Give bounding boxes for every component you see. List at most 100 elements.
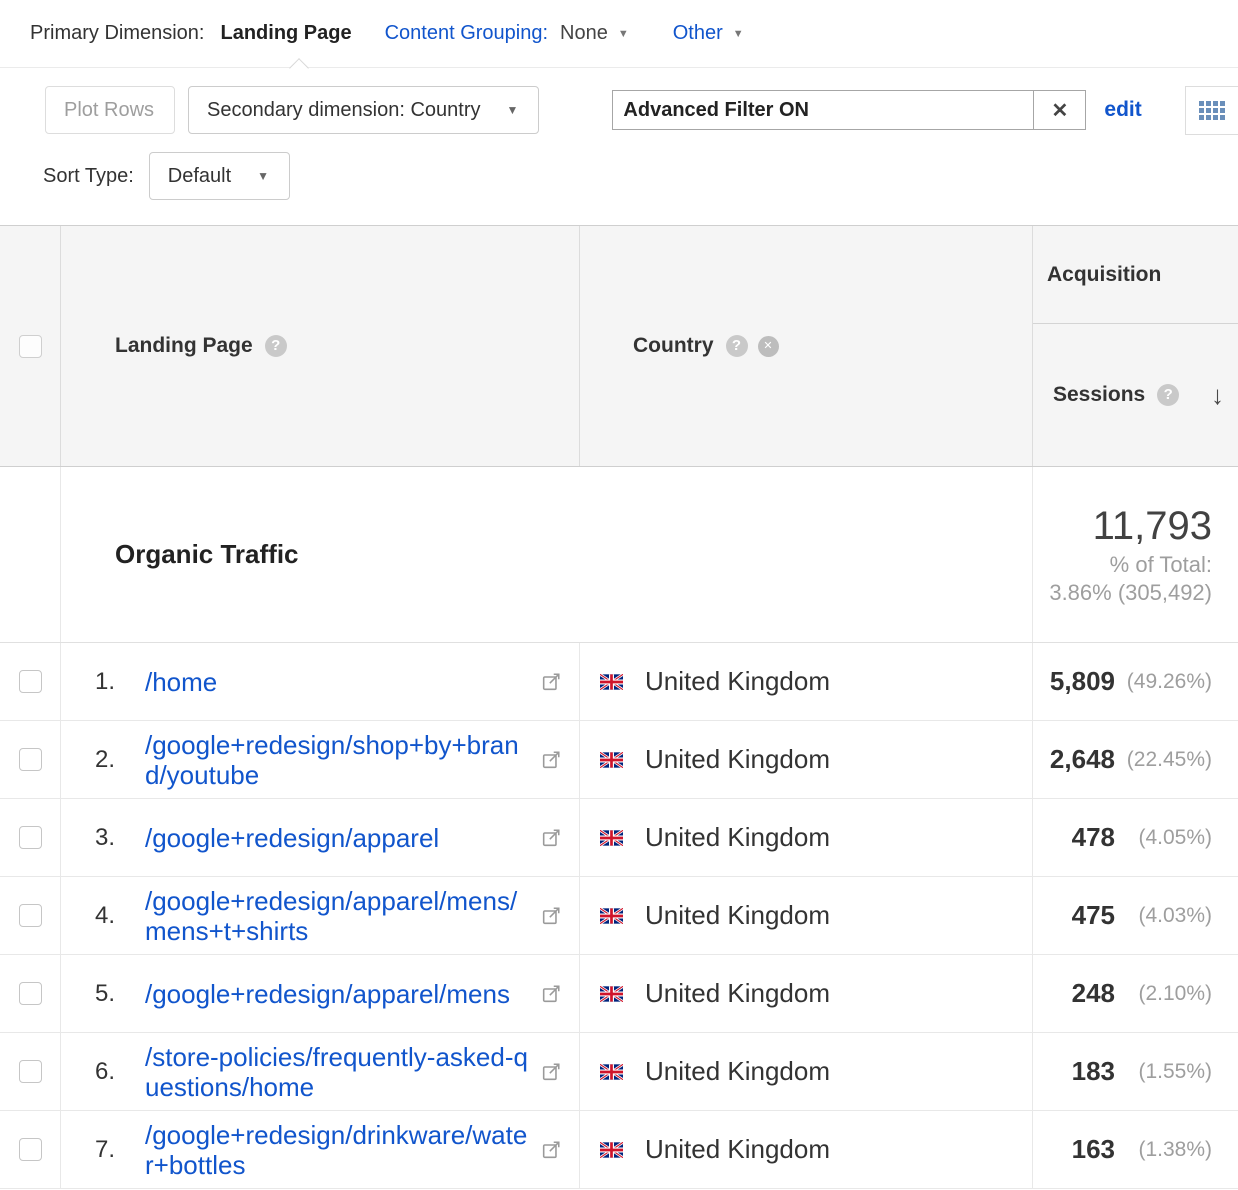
- sessions-cell: 248 (2.10%): [1033, 955, 1238, 1032]
- table-grid-icon: [1199, 101, 1225, 121]
- sessions-cell: 163 (1.38%): [1033, 1111, 1238, 1188]
- country-cell: United Kingdom: [580, 643, 1033, 720]
- row-index: 2.: [95, 746, 145, 774]
- landing-page-link[interactable]: /google+redesign/shop+by+brand/youtube: [145, 730, 542, 790]
- row-index: 4.: [95, 902, 145, 930]
- uk-flag-icon: [600, 986, 623, 1002]
- help-icon[interactable]: ?: [726, 335, 748, 357]
- landing-page-link[interactable]: /home: [145, 667, 542, 697]
- totals-row: Organic Traffic 11,793 % of Total: 3.86%…: [0, 467, 1238, 643]
- tab-other[interactable]: Other ▼: [673, 22, 744, 45]
- row-checkbox[interactable]: [19, 748, 42, 771]
- secondary-dimension-dropdown[interactable]: Secondary dimension: Country ▼: [188, 86, 539, 134]
- content-grouping-link[interactable]: Content Grouping:: [385, 22, 548, 45]
- sort-type-label: Sort Type:: [43, 165, 134, 188]
- advanced-filter-label: Advanced Filter ON: [613, 91, 1033, 129]
- sort-controls-row: Sort Type: Default ▼: [43, 152, 1238, 200]
- country-cell: United Kingdom: [580, 721, 1033, 798]
- tab-content-grouping[interactable]: Content Grouping: None ▼: [385, 22, 629, 45]
- open-in-new-icon[interactable]: [542, 672, 561, 691]
- row-checkbox-cell: [0, 799, 61, 876]
- landing-page-link[interactable]: /google+redesign/drinkware/water+bottles: [145, 1120, 542, 1180]
- help-icon[interactable]: ?: [265, 335, 287, 357]
- row-checkbox-cell: [0, 877, 61, 954]
- sessions-value: 478: [1072, 822, 1115, 853]
- uk-flag-icon: [600, 1142, 623, 1158]
- sessions-value: 248: [1072, 978, 1115, 1009]
- totals-checkbox-cell: [0, 467, 61, 642]
- open-in-new-icon[interactable]: [542, 906, 561, 925]
- other-dimension-link[interactable]: Other: [673, 22, 723, 45]
- landing-page-cell: 5. /google+redesign/apparel/mens: [61, 955, 580, 1032]
- open-in-new-icon[interactable]: [542, 750, 561, 769]
- percent-of-total-value: 3.86% (305,492): [1049, 580, 1212, 606]
- sessions-percent: (1.38%): [1115, 1138, 1212, 1162]
- table-row: 1. /home United Kingdom: [0, 643, 1238, 721]
- sessions-percent: (4.03%): [1115, 904, 1212, 928]
- row-checkbox-cell: [0, 1033, 61, 1110]
- sessions-label[interactable]: Sessions: [1053, 383, 1145, 407]
- landing-page-link[interactable]: /google+redesign/apparel/mens: [145, 979, 542, 1009]
- header-checkbox-cell: [0, 226, 61, 466]
- sort-type-dropdown[interactable]: Default ▼: [149, 152, 290, 200]
- row-checkbox[interactable]: [19, 1060, 42, 1083]
- table-view-toggle-button[interactable]: [1185, 86, 1238, 135]
- sessions-cell: 2,648 (22.45%): [1033, 721, 1238, 798]
- row-checkbox[interactable]: [19, 1138, 42, 1161]
- sessions-value: 2,648: [1050, 744, 1115, 775]
- tab-landing-page[interactable]: Landing Page: [220, 22, 351, 45]
- landing-page-cell: 3. /google+redesign/apparel: [61, 799, 580, 876]
- acquisition-group-header: Acquisition: [1033, 226, 1238, 324]
- advanced-filter-edit-link[interactable]: edit: [1104, 98, 1141, 122]
- chevron-down-icon: ▼: [618, 28, 629, 40]
- row-checkbox[interactable]: [19, 982, 42, 1005]
- select-all-checkbox[interactable]: [19, 335, 42, 358]
- landing-page-cell: 1. /home: [61, 643, 580, 720]
- landing-page-link[interactable]: /google+redesign/apparel/mens/mens+t+shi…: [145, 886, 542, 946]
- sessions-column-header: Sessions ? ↓: [1033, 324, 1238, 466]
- country-label: United Kingdom: [645, 744, 830, 775]
- row-checkbox[interactable]: [19, 670, 42, 693]
- open-in-new-icon[interactable]: [542, 1062, 561, 1081]
- table-header: Landing Page ? Country ? ✕ Acquisition S…: [0, 225, 1238, 467]
- sessions-percent: (4.05%): [1115, 826, 1212, 850]
- sessions-cell: 475 (4.03%): [1033, 877, 1238, 954]
- table-row: 4. /google+redesign/apparel/mens/mens+t+…: [0, 877, 1238, 955]
- header-country-cell: Country ? ✕: [580, 226, 1033, 466]
- secondary-dimension-label: Secondary dimension: Country: [207, 99, 480, 122]
- report-controls: Plot Rows Secondary dimension: Country ▼…: [0, 86, 1238, 225]
- advanced-filter-remove-button[interactable]: ✕: [1033, 91, 1085, 129]
- landing-page-link[interactable]: /google+redesign/apparel: [145, 823, 542, 853]
- plot-rows-button[interactable]: Plot Rows: [45, 86, 175, 134]
- sort-type-value: Default: [168, 165, 231, 188]
- uk-flag-icon: [600, 752, 623, 768]
- landing-page-link[interactable]: /store-policies/frequently-asked-questio…: [145, 1042, 542, 1102]
- content-grouping-value[interactable]: None: [560, 22, 608, 45]
- country-cell: United Kingdom: [580, 1033, 1033, 1110]
- sessions-percent: (2.10%): [1115, 982, 1212, 1006]
- remove-secondary-dimension-icon[interactable]: ✕: [758, 336, 779, 357]
- filter-controls-row: Plot Rows Secondary dimension: Country ▼…: [45, 86, 1238, 134]
- open-in-new-icon[interactable]: [542, 984, 561, 1003]
- sessions-percent: (1.55%): [1115, 1060, 1212, 1084]
- sessions-total-value: 11,793: [1093, 504, 1212, 548]
- country-label: United Kingdom: [645, 666, 830, 697]
- landing-page-cell: 6. /store-policies/frequently-asked-ques…: [61, 1033, 580, 1110]
- country-cell: United Kingdom: [580, 799, 1033, 876]
- row-checkbox-cell: [0, 955, 61, 1032]
- open-in-new-icon[interactable]: [542, 1140, 561, 1159]
- table-row: 2. /google+redesign/shop+by+brand/youtub…: [0, 721, 1238, 799]
- uk-flag-icon: [600, 1064, 623, 1080]
- row-checkbox[interactable]: [19, 826, 42, 849]
- sort-descending-icon[interactable]: ↓: [1211, 380, 1228, 411]
- row-checkbox[interactable]: [19, 904, 42, 927]
- open-in-new-icon[interactable]: [542, 828, 561, 847]
- row-index: 3.: [95, 824, 145, 852]
- data-table: Landing Page ? Country ? ✕ Acquisition S…: [0, 225, 1238, 1190]
- sessions-value: 475: [1072, 900, 1115, 931]
- header-acquisition-group: Acquisition Sessions ? ↓: [1033, 226, 1238, 466]
- country-label: United Kingdom: [645, 1134, 830, 1165]
- country-column-header[interactable]: Country: [633, 334, 714, 358]
- landing-page-column-header[interactable]: Landing Page: [115, 334, 253, 358]
- help-icon[interactable]: ?: [1157, 384, 1179, 406]
